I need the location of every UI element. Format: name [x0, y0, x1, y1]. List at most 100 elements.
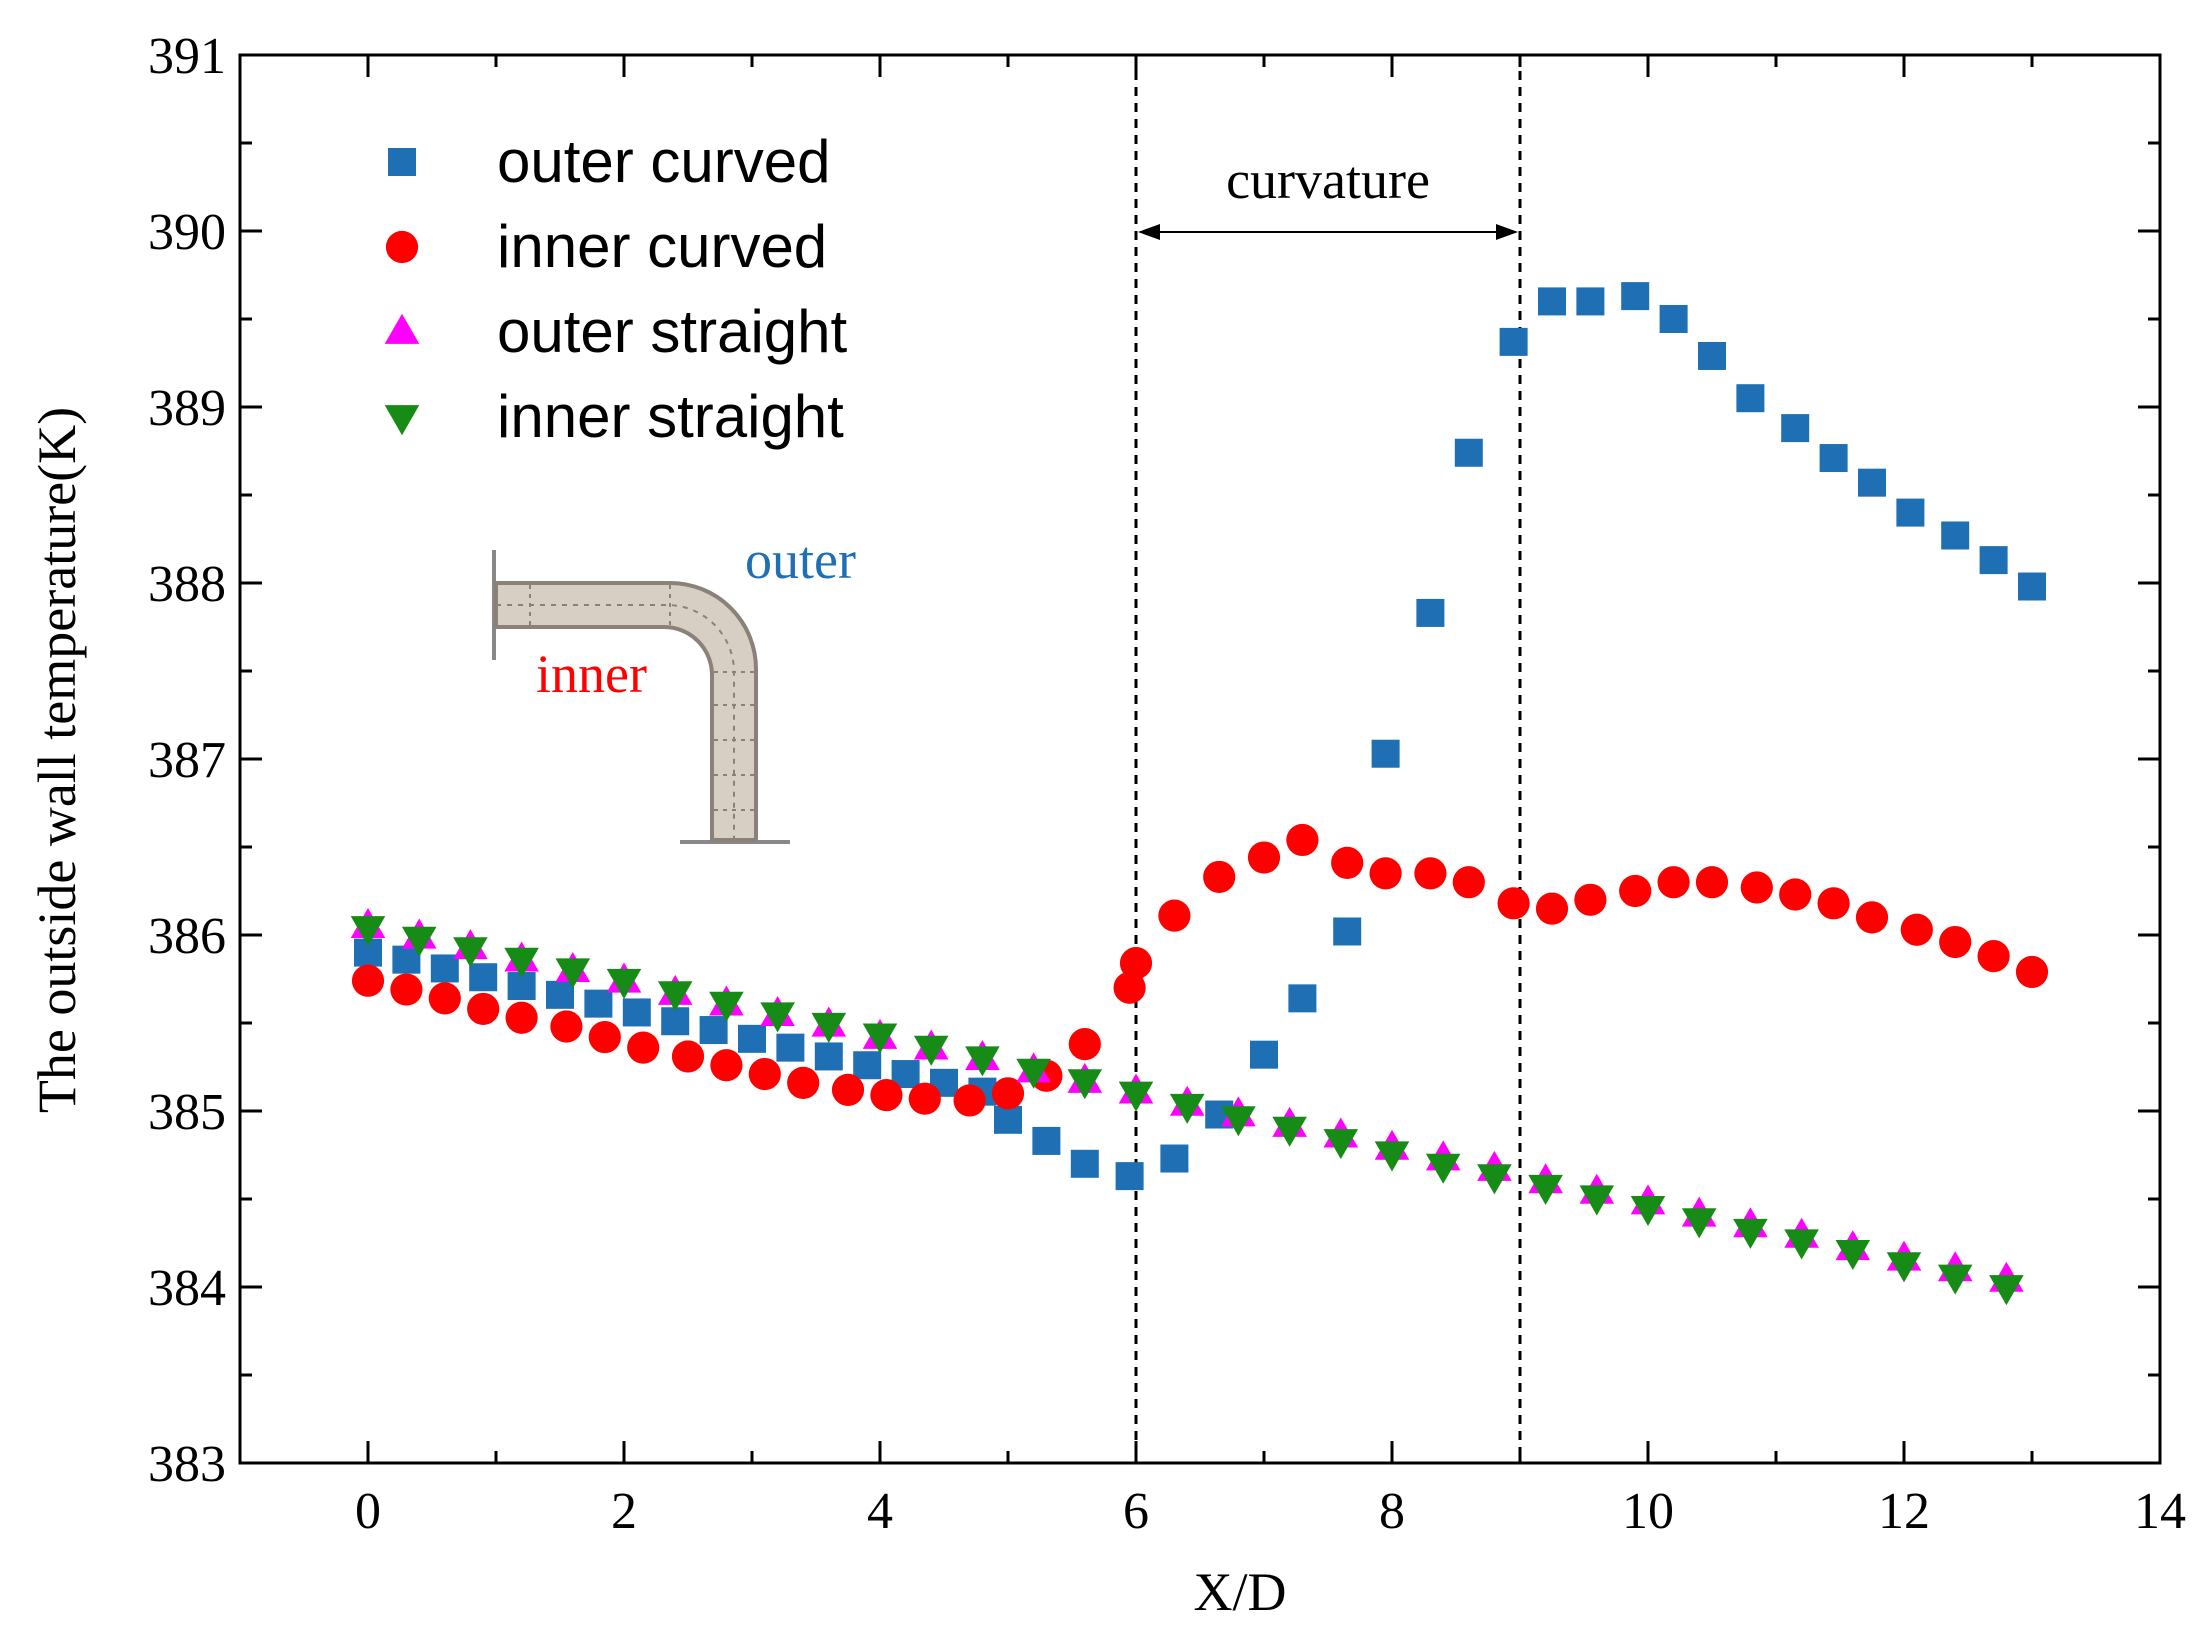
- point-inner-straight: [1118, 1081, 1154, 1112]
- point-inner-curved: [1158, 899, 1191, 932]
- point-outer-curved: [1621, 282, 1650, 311]
- point-inner-curved: [908, 1082, 941, 1115]
- series-inner-curved: [351, 823, 2049, 1117]
- y-tick-label: 384: [148, 1260, 226, 1317]
- point-inner-straight: [760, 1002, 795, 1033]
- point-outer-curved: [469, 963, 498, 992]
- point-outer-curved: [1576, 287, 1605, 316]
- point-outer-curved: [1819, 444, 1848, 473]
- legend-label-outer-curved: outer curved: [497, 128, 831, 195]
- x-tick-label: 14: [2134, 1483, 2186, 1540]
- point-inner-straight: [1169, 1093, 1205, 1124]
- curvature-guides: curvature: [1134, 55, 1522, 1463]
- point-inner-curved: [1331, 846, 1364, 879]
- point-inner-straight: [1323, 1129, 1359, 1160]
- y-tick-label: 391: [148, 28, 226, 85]
- point-inner-curved: [1113, 971, 1146, 1004]
- point-inner-curved: [953, 1084, 986, 1117]
- point-inner-curved: [1619, 874, 1652, 908]
- point-outer-curved: [584, 989, 613, 1018]
- point-inner-curved: [991, 1077, 1025, 1110]
- y-tick-label: 389: [148, 380, 226, 437]
- point-inner-curved: [1977, 940, 2010, 973]
- point-inner-curved: [1068, 1028, 1101, 1061]
- point-inner-straight: [1016, 1058, 1051, 1089]
- point-outer-curved: [853, 1051, 882, 1080]
- legend-marker-outer-straight: [384, 313, 420, 344]
- point-inner-straight: [1528, 1174, 1563, 1205]
- point-inner-straight: [1886, 1252, 1922, 1283]
- point-outer-curved: [1781, 414, 1810, 443]
- y-tick-label: 390: [148, 204, 226, 261]
- point-outer-curved: [622, 998, 651, 1027]
- point-inner-straight: [913, 1035, 949, 1066]
- point-inner-straight: [657, 981, 693, 1012]
- point-inner-curved: [1817, 887, 1850, 920]
- point-inner-curved: [1855, 901, 1889, 934]
- point-inner-straight: [862, 1023, 898, 1054]
- point-inner-straight: [1630, 1195, 1666, 1226]
- data-marks: [350, 282, 2049, 1306]
- x-tick-label: 2: [611, 1483, 637, 1540]
- point-inner-straight: [606, 968, 642, 999]
- point-inner-curved: [351, 964, 385, 997]
- point-inner-straight: [1681, 1208, 1717, 1239]
- point-outer-curved: [1032, 1126, 1061, 1155]
- point-inner-curved: [1247, 841, 1281, 874]
- legend-label-inner-curved: inner curved: [497, 213, 827, 280]
- point-inner-curved: [1535, 892, 1569, 925]
- point-outer-curved: [1979, 546, 2008, 575]
- curvature-arrow-head-right: [1496, 224, 1518, 240]
- point-outer-curved: [1896, 498, 1925, 527]
- legend: outer curved inner curved outer straight in…: [384, 128, 848, 450]
- x-tick-label: 8: [1379, 1483, 1405, 1540]
- point-inner-straight: [1374, 1141, 1410, 1172]
- point-inner-curved: [588, 1020, 621, 1054]
- point-inner-straight: [555, 958, 591, 989]
- point-inner-straight: [1784, 1229, 1819, 1260]
- x-tick-label: 10: [1622, 1483, 1674, 1540]
- point-inner-straight: [453, 937, 488, 968]
- point-outer-curved: [1416, 598, 1445, 627]
- point-inner-curved: [627, 1031, 660, 1064]
- point-inner-curved: [870, 1079, 903, 1112]
- point-outer-curved: [1454, 438, 1483, 467]
- point-inner-curved: [1286, 823, 1319, 857]
- curvature-arrow-head-left: [1138, 224, 1160, 240]
- y-axis-label: The outside wall temperature(K): [27, 407, 87, 1113]
- point-inner-curved: [467, 992, 500, 1026]
- x-axis-label: X/D: [1194, 1562, 1287, 1622]
- legend-marker-inner-curved: [385, 230, 419, 264]
- point-outer-curved: [1333, 917, 1362, 946]
- point-inner-straight: [1835, 1239, 1871, 1270]
- y-tick-label: 383: [148, 1436, 226, 1493]
- point-inner-curved: [671, 1040, 705, 1073]
- point-inner-curved: [390, 973, 423, 1006]
- point-outer-curved: [2018, 572, 2046, 601]
- point-inner-curved: [748, 1057, 781, 1091]
- point-inner-straight: [709, 991, 744, 1022]
- y-tick-label: 385: [148, 1084, 226, 1141]
- point-inner-straight: [350, 916, 386, 947]
- y-tick-label: 387: [148, 732, 226, 789]
- point-outer-curved: [1736, 384, 1765, 413]
- point-outer-curved: [1288, 984, 1317, 1013]
- point-inner-curved: [787, 1066, 820, 1099]
- point-inner-curved: [1939, 925, 1972, 959]
- point-outer-curved: [1499, 327, 1528, 356]
- pipe-schematic: outer inner: [492, 530, 856, 844]
- point-outer-curved: [1250, 1040, 1278, 1069]
- point-outer-curved: [1070, 1149, 1099, 1178]
- point-outer-curved: [738, 1024, 766, 1053]
- series-outer-curved: [354, 282, 2046, 1191]
- point-outer-curved: [699, 1016, 728, 1045]
- point-inner-curved: [550, 1010, 583, 1043]
- point-inner-curved: [1497, 887, 1530, 920]
- point-inner-curved: [1900, 913, 1933, 946]
- point-inner-curved: [1779, 878, 1812, 911]
- inner-wall-label: inner: [536, 644, 647, 704]
- point-outer-curved: [661, 1007, 690, 1036]
- point-inner-curved: [1452, 866, 1485, 899]
